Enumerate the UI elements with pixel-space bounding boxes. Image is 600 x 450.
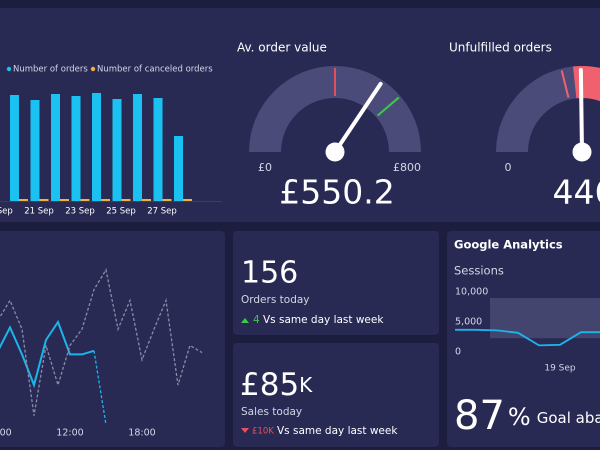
kpi-comparison: Vs same day last week <box>277 425 398 437</box>
x-tick-label: 23 Sep <box>65 207 95 217</box>
gauge-title: Unfulfilled orders <box>449 41 552 55</box>
bar <box>142 199 151 201</box>
x-tick-label: 06:00 <box>0 428 12 439</box>
gauge-min: 0 <box>505 161 512 174</box>
x-tick-label: 12:00 <box>56 428 83 439</box>
line <box>93 350 107 425</box>
kpi-change: £10K <box>252 427 274 437</box>
goal-unit: % <box>508 403 531 431</box>
kpi-comparison: Vs same day last week <box>263 314 384 326</box>
bar <box>162 199 172 201</box>
top-panel <box>0 8 600 222</box>
goal: 87% Goal abandonment <box>454 393 600 439</box>
x-tick-label: 18:00 <box>128 428 155 439</box>
gauge-value: 446 <box>553 173 600 212</box>
bar <box>121 199 131 201</box>
sales-tile <box>233 343 439 447</box>
bar <box>19 199 28 201</box>
y-tick-label: 0 <box>455 347 461 358</box>
x-tick-label: 25 Sep <box>106 207 136 217</box>
legend-label: Number of canceled orders <box>97 65 213 75</box>
bar <box>92 93 101 201</box>
gauge-hub <box>572 142 592 162</box>
bar <box>80 199 90 201</box>
x-tick-label: 21 Sep <box>24 207 54 217</box>
bar <box>133 94 142 201</box>
kpi-label: Orders today <box>241 294 310 306</box>
bar <box>153 98 163 201</box>
bar <box>10 95 19 201</box>
bar <box>39 199 49 201</box>
bar <box>71 96 81 201</box>
bar <box>60 199 69 201</box>
metric-label: Sessions <box>454 264 504 278</box>
bar <box>174 136 183 201</box>
orders-tile <box>233 231 439 335</box>
bar <box>183 199 192 201</box>
gauge-marker <box>560 70 570 98</box>
gauge-min: £0 <box>258 161 272 174</box>
goal-value: 87 <box>454 393 505 439</box>
bar <box>51 94 60 201</box>
gauge-hub <box>325 142 345 162</box>
line <box>455 328 600 347</box>
panel-title: Google Analytics <box>454 238 563 252</box>
legend-swatch <box>6 66 12 72</box>
y-tick-label: 10,000 <box>455 287 488 298</box>
down-arrow <box>241 428 249 433</box>
x-tick-label: 19 Sep <box>544 364 576 374</box>
gauge-marker <box>376 96 400 117</box>
kpi-value: £85K <box>240 367 313 403</box>
gauge-needle <box>333 81 383 154</box>
kpi-number: £85 <box>240 367 299 403</box>
analytics-panel <box>447 231 600 447</box>
bar <box>101 199 110 201</box>
up-arrow <box>241 318 249 323</box>
chart-layer: Number of orders Number of canceled order… <box>0 65 600 439</box>
x-tick-label: 27 Sep <box>147 207 177 217</box>
bar <box>112 99 122 201</box>
gauge-track <box>496 66 600 152</box>
gauge-max: £800 <box>393 161 421 174</box>
kpi-value: 156 <box>241 256 298 291</box>
gauge-value: £550.2 <box>279 173 394 212</box>
line <box>0 319 95 389</box>
x-tick-label: 19 Sep <box>0 207 13 217</box>
line <box>0 268 203 416</box>
y-tick-label: 5,000 <box>455 317 482 328</box>
gauge-needle <box>578 68 584 154</box>
kpi-change: 4 <box>253 314 260 326</box>
legend-label: Number of orders <box>13 65 88 75</box>
gauge-title: Av. order value <box>237 41 327 55</box>
bar <box>30 100 40 201</box>
legend-swatch <box>90 66 96 72</box>
line-panel <box>0 231 225 447</box>
kpi-unit: K <box>299 373 313 397</box>
kpi-label: Sales today <box>241 406 302 418</box>
goal-label: Goal abandonment <box>537 409 600 427</box>
